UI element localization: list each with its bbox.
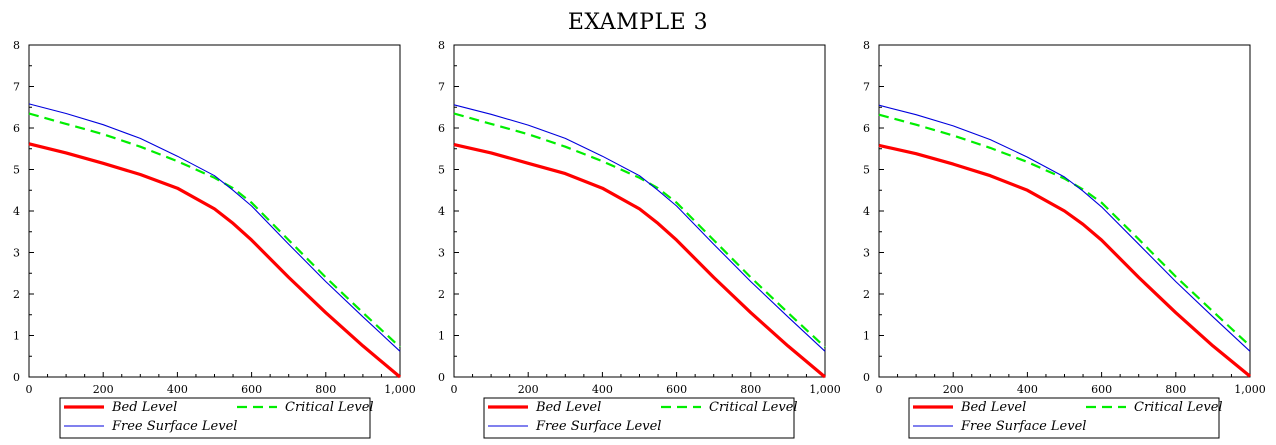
legend-box (908, 397, 1220, 439)
y-tick-label: 7 (438, 81, 445, 94)
chart-panel-1: 0 1 2 3 4 5 6 7 8 0 200 400 600 800 1,000 Bed Level Crit… (13, 39, 416, 439)
y-tick-label: 4 (438, 205, 445, 218)
x-tick-label: 0 (26, 383, 33, 396)
legend-label: Free Surface Level (111, 419, 237, 434)
y-tick-label: 2 (863, 288, 870, 301)
x-tick-label: 800 (740, 383, 761, 396)
series-line-free-surface-level (878, 104, 1251, 352)
y-tick-label: 8 (13, 39, 20, 52)
y-tick-label: 1 (863, 330, 870, 343)
series-line-free-surface-level (453, 104, 826, 352)
x-tick-label: 600 (241, 383, 262, 396)
y-tick-label: 3 (863, 247, 870, 260)
legend-box (483, 397, 795, 439)
x-tick-label: 800 (1165, 383, 1186, 396)
figure-title: EXAMPLE 3 (567, 10, 709, 35)
legend-label: Bed Level (535, 400, 601, 415)
x-tick-label: 200 (943, 383, 964, 396)
y-tick-label: 0 (438, 371, 445, 384)
y-tick-label: 5 (863, 164, 870, 177)
y-tick-label: 1 (438, 330, 445, 343)
x-tick-label: 400 (167, 383, 188, 396)
y-tick-label: 8 (438, 39, 445, 52)
series-line-bed-level (28, 142, 402, 379)
legend-label: Free Surface Level (960, 419, 1086, 434)
x-tick-label: 400 (1017, 383, 1038, 396)
y-tick-label: 3 (438, 247, 445, 260)
y-tick-label: 2 (438, 288, 445, 301)
x-tick-label: 0 (451, 383, 458, 396)
legend-label: Bed Level (111, 400, 177, 415)
y-tick-label: 2 (13, 288, 20, 301)
y-tick-label: 5 (13, 164, 20, 177)
y-tick-label: 6 (13, 122, 20, 135)
y-tick-label: 8 (863, 39, 870, 52)
legend-label: Critical Level (709, 400, 798, 415)
x-tick-label: 400 (592, 383, 613, 396)
series-line-bed-level (453, 143, 827, 379)
x-tick-label: 600 (1091, 383, 1112, 396)
x-tick-label: 1,000 (809, 383, 841, 396)
y-tick-label: 5 (438, 164, 445, 177)
chart-panel-2: 0 1 2 3 4 5 6 7 8 0 200 400 600 800 1,000 Bed Level Crit… (438, 39, 841, 439)
y-tick-label: 1 (13, 330, 20, 343)
y-tick-label: 6 (438, 122, 445, 135)
y-tick-label: 7 (863, 81, 870, 94)
y-tick-label: 7 (13, 81, 20, 94)
y-tick-label: 0 (863, 371, 870, 384)
legend-label: Bed Level (960, 400, 1026, 415)
y-tick-label: 3 (13, 247, 20, 260)
x-tick-label: 200 (93, 383, 114, 396)
x-tick-label: 1,000 (384, 383, 416, 396)
y-tick-label: 4 (13, 205, 20, 218)
legend-box (59, 397, 371, 439)
series-line-critical-level (453, 112, 826, 348)
series-line-free-surface-level (28, 103, 401, 352)
legend-label: Free Surface Level (535, 419, 661, 434)
x-tick-label: 1,000 (1234, 383, 1266, 396)
series-line-critical-level (878, 113, 1251, 347)
chart-panel-3: 0 1 2 3 4 5 6 7 8 0 200 400 600 800 1,000 Bed Level Crit… (863, 39, 1266, 439)
x-tick-label: 0 (876, 383, 883, 396)
x-tick-label: 200 (518, 383, 539, 396)
x-tick-label: 600 (666, 383, 687, 396)
y-tick-label: 0 (13, 371, 20, 384)
series-line-bed-level (878, 143, 1252, 378)
series-line-critical-level (28, 112, 401, 348)
legend-label: Critical Level (285, 400, 374, 415)
y-tick-label: 6 (863, 122, 870, 135)
y-tick-label: 4 (863, 205, 870, 218)
x-tick-label: 800 (315, 383, 336, 396)
legend-label: Critical Level (1134, 400, 1223, 415)
